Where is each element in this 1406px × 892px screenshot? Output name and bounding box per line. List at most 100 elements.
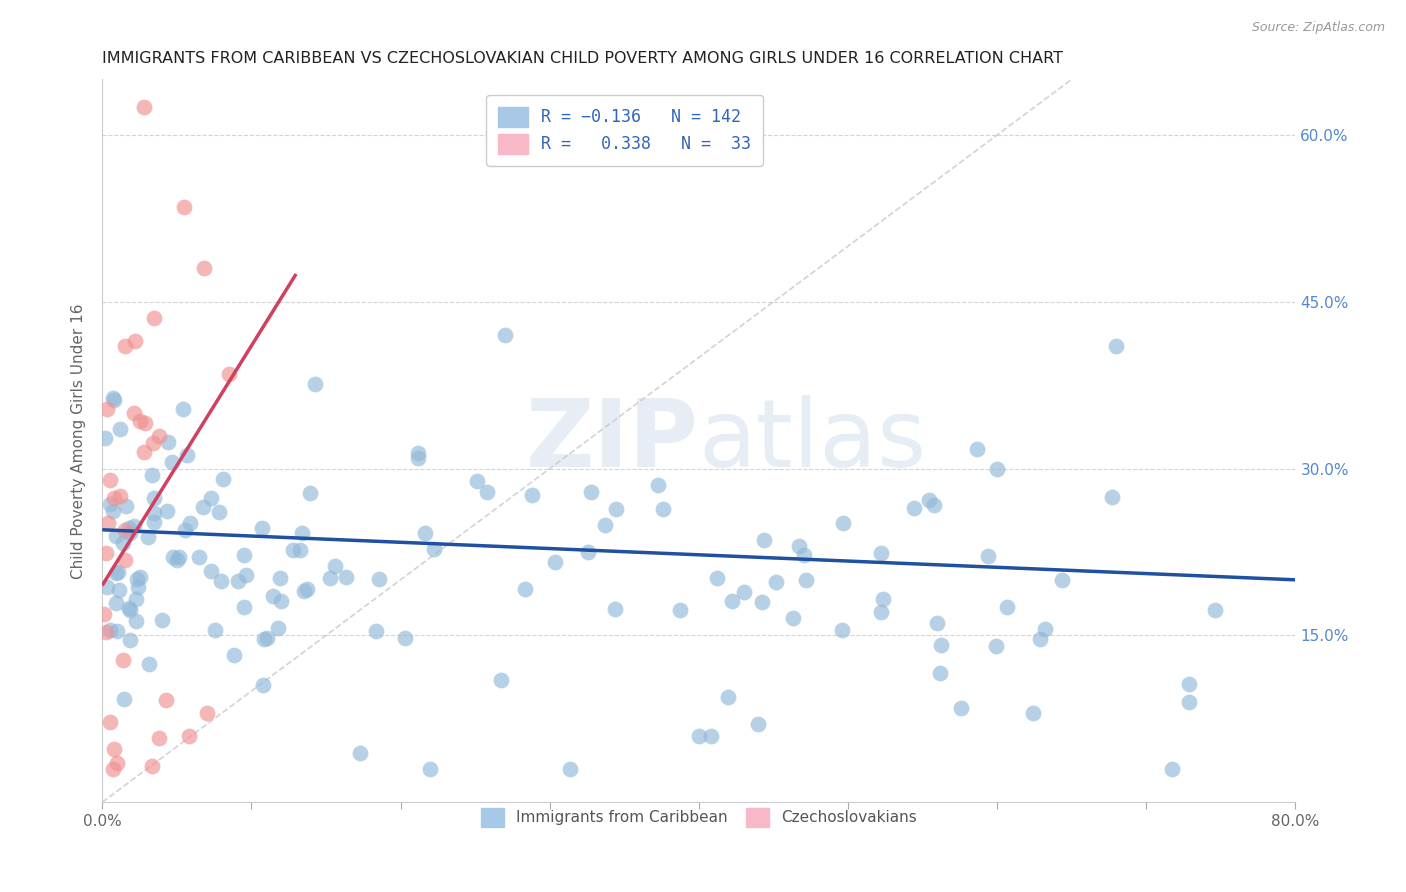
- Point: [335, 570, 357, 584]
- Point: [166, 553, 188, 567]
- Point: [700, 729, 723, 743]
- Point: [252, 678, 274, 692]
- Point: [419, 762, 441, 776]
- Point: [142, 515, 165, 529]
- Point: [720, 594, 742, 608]
- Point: [831, 623, 853, 637]
- Point: [747, 717, 769, 731]
- Point: [143, 506, 166, 520]
- Point: [754, 533, 776, 547]
- Point: [717, 690, 740, 704]
- Point: [929, 665, 952, 680]
- Point: [209, 574, 232, 588]
- Point: [125, 614, 148, 628]
- Point: [105, 529, 128, 543]
- Point: [174, 523, 197, 537]
- Point: [1029, 632, 1052, 647]
- Point: [966, 442, 988, 456]
- Point: [950, 700, 973, 714]
- Point: [112, 536, 135, 550]
- Point: [304, 376, 326, 391]
- Point: [925, 615, 948, 630]
- Point: [295, 582, 318, 596]
- Text: atlas: atlas: [699, 395, 927, 487]
- Point: [200, 491, 222, 506]
- Point: [212, 472, 235, 486]
- Point: [1204, 602, 1226, 616]
- Point: [222, 648, 245, 663]
- Point: [177, 729, 200, 743]
- Point: [235, 568, 257, 582]
- Point: [292, 583, 315, 598]
- Point: [782, 610, 804, 624]
- Point: [605, 602, 627, 616]
- Point: [188, 549, 211, 564]
- Point: [218, 367, 240, 381]
- Point: [110, 422, 132, 436]
- Point: [108, 583, 131, 598]
- Point: [475, 485, 498, 500]
- Point: [406, 450, 429, 465]
- Point: [281, 542, 304, 557]
- Point: [150, 614, 173, 628]
- Point: [986, 461, 1008, 475]
- Point: [323, 558, 346, 573]
- Point: [204, 623, 226, 637]
- Point: [120, 632, 142, 647]
- Point: [1178, 695, 1201, 709]
- Point: [706, 571, 728, 585]
- Point: [995, 600, 1018, 615]
- Point: [127, 580, 149, 594]
- Point: [226, 574, 249, 588]
- Point: [176, 448, 198, 462]
- Point: [118, 521, 141, 535]
- Point: [124, 406, 146, 420]
- Point: [125, 572, 148, 586]
- Point: [349, 746, 371, 760]
- Point: [179, 516, 201, 530]
- Point: [193, 261, 215, 276]
- Point: [191, 500, 214, 514]
- Point: [96, 580, 118, 594]
- Point: [93, 607, 115, 621]
- Point: [765, 575, 787, 590]
- Point: [288, 542, 311, 557]
- Point: [157, 434, 180, 449]
- Point: [114, 523, 136, 537]
- Point: [98, 473, 121, 487]
- Point: [148, 429, 170, 443]
- Point: [118, 601, 141, 615]
- Point: [115, 499, 138, 513]
- Point: [138, 657, 160, 671]
- Point: [107, 565, 129, 579]
- Point: [105, 756, 128, 771]
- Point: [793, 548, 815, 562]
- Point: [669, 603, 692, 617]
- Point: [593, 517, 616, 532]
- Point: [977, 549, 1000, 564]
- Point: [141, 468, 163, 483]
- Point: [94, 431, 117, 445]
- Point: [98, 624, 121, 638]
- Point: [208, 505, 231, 519]
- Point: [688, 729, 710, 743]
- Point: [298, 486, 321, 500]
- Point: [155, 504, 177, 518]
- Point: [367, 572, 389, 586]
- Point: [114, 553, 136, 567]
- Point: [413, 526, 436, 541]
- Point: [103, 491, 125, 505]
- Point: [1033, 622, 1056, 636]
- Point: [918, 492, 941, 507]
- Point: [103, 742, 125, 756]
- Point: [423, 541, 446, 556]
- Point: [366, 624, 388, 638]
- Point: [903, 500, 925, 515]
- Point: [262, 589, 284, 603]
- Point: [105, 624, 128, 638]
- Point: [1022, 706, 1045, 721]
- Point: [291, 526, 314, 541]
- Y-axis label: Child Poverty Among Girls Under 16: Child Poverty Among Girls Under 16: [72, 303, 86, 579]
- Point: [173, 200, 195, 214]
- Point: [125, 591, 148, 606]
